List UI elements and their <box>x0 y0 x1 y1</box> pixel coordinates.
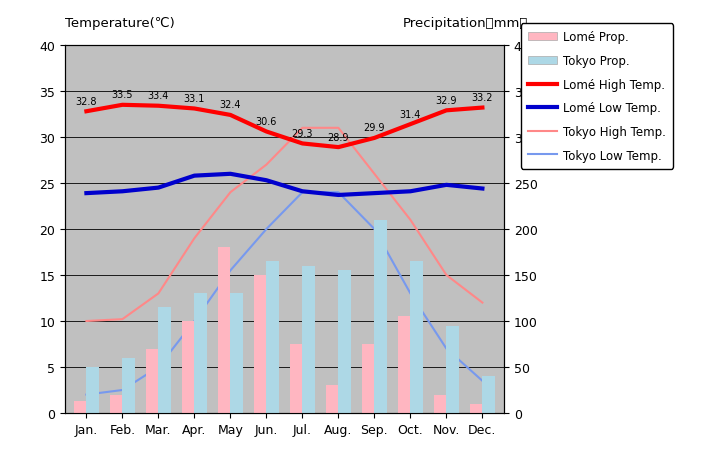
Bar <box>397 317 410 413</box>
Bar <box>158 308 171 413</box>
Bar <box>181 321 194 413</box>
Bar <box>289 344 302 413</box>
Text: Temperature(℃): Temperature(℃) <box>65 17 174 30</box>
Text: 32.8: 32.8 <box>76 96 97 106</box>
Text: 32.9: 32.9 <box>436 95 457 106</box>
Bar <box>194 294 207 413</box>
Bar <box>73 401 86 413</box>
Bar <box>122 358 135 413</box>
Bar <box>253 275 266 413</box>
Bar <box>338 271 351 413</box>
Bar <box>361 344 374 413</box>
Bar <box>433 395 446 413</box>
Text: 32.4: 32.4 <box>220 100 241 110</box>
Bar <box>109 395 122 413</box>
Bar <box>469 404 482 413</box>
Bar <box>266 262 279 413</box>
Bar <box>302 266 315 413</box>
Bar <box>325 386 338 413</box>
Text: 33.5: 33.5 <box>112 90 133 100</box>
Bar <box>230 294 243 413</box>
Bar <box>482 376 495 413</box>
Legend: Lomé Prop., Tokyo Prop., Lomé High Temp., Lomé Low Temp., Tokyo High Temp., Toky: Lomé Prop., Tokyo Prop., Lomé High Temp.… <box>521 24 673 169</box>
Text: 30.6: 30.6 <box>256 117 277 127</box>
Bar <box>217 248 230 413</box>
Text: 33.2: 33.2 <box>472 93 493 103</box>
Text: 33.1: 33.1 <box>184 94 205 104</box>
Text: 29.9: 29.9 <box>364 123 385 133</box>
Text: 29.3: 29.3 <box>292 129 313 139</box>
Bar <box>410 262 423 413</box>
Text: 28.9: 28.9 <box>328 132 349 142</box>
Text: 33.4: 33.4 <box>148 91 169 101</box>
Text: 31.4: 31.4 <box>400 109 421 119</box>
Text: Precipitation（mm）: Precipitation（mm） <box>403 17 528 30</box>
Bar <box>374 220 387 413</box>
Bar <box>446 326 459 413</box>
Bar <box>145 349 158 413</box>
Bar <box>86 367 99 413</box>
